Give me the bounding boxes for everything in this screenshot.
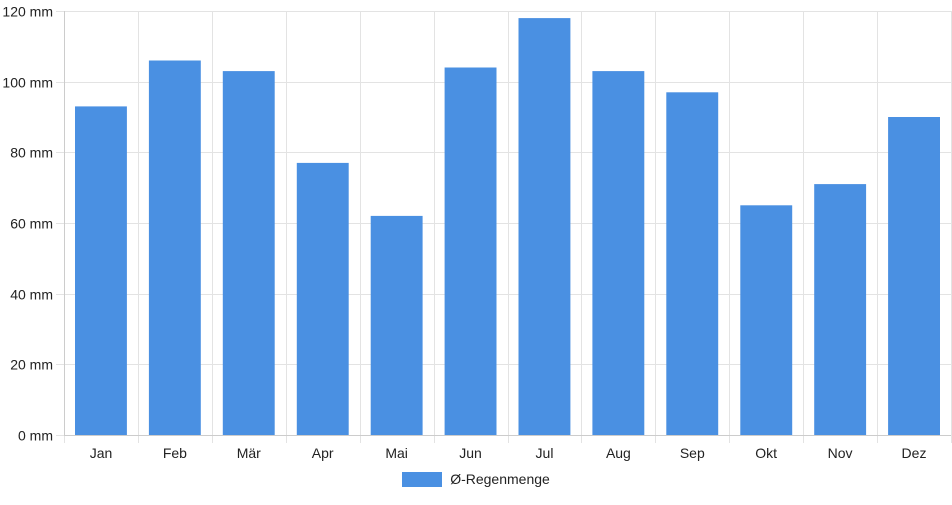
y-tick-label: 120 mm [2, 4, 53, 20]
bar-dez [888, 117, 940, 435]
x-tick-label: Sep [680, 445, 705, 461]
bar-feb [148, 60, 201, 435]
chart-legend: Ø-Regenmenge [0, 471, 952, 487]
y-tick-label: 80 mm [10, 145, 53, 161]
x-tick-label: Apr [312, 445, 334, 461]
bar-aug [592, 71, 645, 435]
x-tick-label: Okt [755, 445, 777, 461]
x-tick-label: Feb [163, 445, 187, 461]
bar-sep [666, 92, 719, 436]
x-tick-label: Jun [459, 445, 482, 461]
x-tick-label: Aug [606, 445, 631, 461]
x-tick-label: Nov [828, 445, 853, 461]
x-tick-label: Jul [536, 445, 554, 461]
y-tick-label: 40 mm [10, 287, 53, 303]
bar-jul [518, 18, 571, 435]
bar-mai [370, 215, 423, 435]
bar-apr [296, 162, 349, 435]
x-tick-label: Jan [90, 445, 113, 461]
bar-nov [814, 184, 867, 435]
y-tick-label: 60 mm [10, 216, 53, 232]
x-tick-label: Mai [385, 445, 408, 461]
y-tick-label: 20 mm [10, 357, 53, 373]
bar-jun [444, 67, 497, 435]
bar-jan [75, 106, 127, 436]
bar-okt [740, 205, 793, 435]
legend-label: Ø-Regenmenge [450, 471, 550, 487]
y-tick-label: 100 mm [2, 75, 53, 91]
bar-mär [222, 71, 275, 435]
legend-swatch [402, 471, 443, 487]
y-tick-label: 0 mm [18, 428, 53, 444]
x-tick-label: Dez [902, 445, 927, 461]
x-tick-label: Mär [237, 445, 261, 461]
